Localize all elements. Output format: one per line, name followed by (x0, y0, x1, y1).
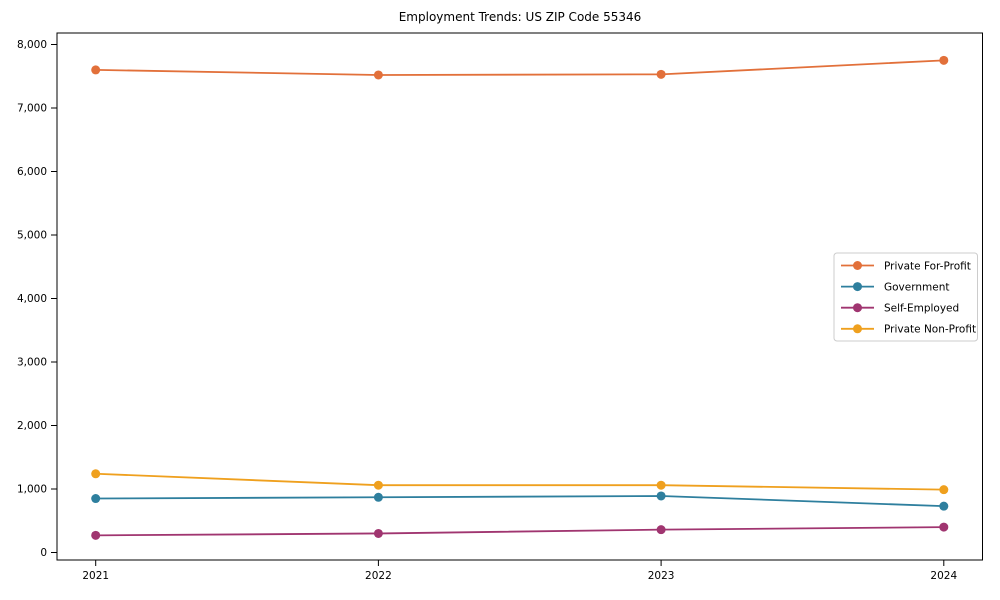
plot-border (56, 32, 983, 561)
y-tick-label: 5,000 (17, 229, 47, 241)
series-marker-government (656, 491, 666, 501)
y-tick-label: 3,000 (17, 357, 47, 369)
legend-label: Private Non-Profit (884, 324, 976, 336)
legend-box (833, 252, 978, 342)
y-tick-label: 4,000 (17, 293, 47, 305)
chart-title: Employment Trends: US ZIP Code 55346 (398, 10, 642, 24)
series-marker-self-employed (373, 528, 383, 538)
y-tick-label: 2,000 (17, 420, 47, 432)
series-marker-self-employed (939, 522, 949, 532)
legend-marker (853, 303, 862, 313)
series-marker-private-non-profit (939, 485, 949, 495)
series-marker-private-non-profit (656, 480, 666, 490)
x-tick-label: 2024 (930, 570, 957, 582)
y-tick-label: 8,000 (17, 39, 47, 51)
series-marker-private-for-profit (939, 55, 949, 65)
series-marker-self-employed (656, 525, 666, 535)
legend-marker (853, 261, 862, 270)
x-tick-label: 2022 (365, 570, 392, 582)
series-line-private-non-profit (95, 472, 944, 491)
x-tick-label: 2021 (82, 570, 109, 582)
series-marker-private-non-profit (373, 480, 383, 490)
y-tick-label: 6,000 (17, 166, 47, 178)
series-line-private-for-profit (95, 59, 944, 76)
legend-label: Government (884, 281, 949, 293)
legend-marker (853, 282, 862, 292)
y-tick-label: 0 (40, 547, 47, 559)
series-marker-government (939, 501, 949, 511)
x-tick-label: 2023 (648, 570, 675, 582)
series-marker-government (91, 494, 101, 504)
series-marker-private-for-profit (373, 70, 383, 80)
series-line-self-employed (95, 526, 944, 537)
series-marker-private-non-profit (91, 469, 101, 479)
series-marker-government (373, 492, 383, 502)
legend-label: Private For-Profit (884, 260, 971, 272)
series-line-government (95, 495, 944, 508)
legend-marker (853, 324, 862, 334)
legend-label: Self-Employed (884, 303, 959, 315)
y-tick-label: 1,000 (17, 484, 47, 496)
series-marker-private-for-profit (91, 65, 101, 75)
series-marker-private-for-profit (656, 69, 666, 79)
series-marker-self-employed (91, 530, 101, 540)
y-tick-label: 7,000 (17, 102, 47, 114)
